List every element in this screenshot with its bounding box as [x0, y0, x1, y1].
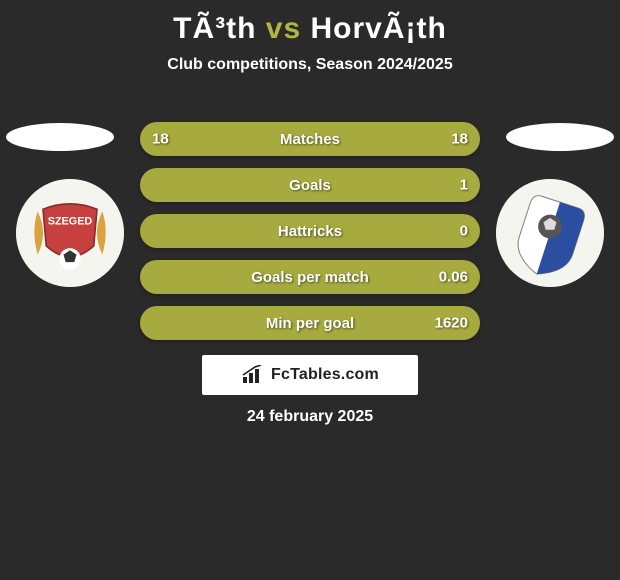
stat-label: Goals: [289, 177, 331, 194]
bar-chart-icon: [241, 365, 265, 385]
stat-left-value: 18: [152, 131, 169, 148]
stat-right-value: 18: [451, 131, 468, 148]
player-photo-right: [506, 123, 614, 151]
brand-text: FcTables.com: [271, 366, 379, 384]
title-left: TÃ³th: [173, 12, 256, 45]
stat-right-value: 0.06: [439, 269, 468, 286]
svg-text:SZEGED: SZEGED: [48, 215, 93, 227]
brand-badge[interactable]: FcTables.com: [202, 355, 418, 395]
date-text: 24 february 2025: [0, 408, 620, 426]
subtitle: Club competitions, Season 2024/2025: [0, 56, 620, 74]
title-right: HorvÃ¡th: [311, 12, 447, 45]
player-photo-left: [6, 123, 114, 151]
stat-label: Matches: [280, 131, 340, 148]
title-vs: vs: [266, 12, 301, 45]
stat-row-min-per-goal: Min per goal 1620: [140, 306, 480, 340]
stat-right-value: 0: [460, 223, 468, 240]
stat-row-goals: Goals 1: [140, 168, 480, 202]
stat-right-value: 1620: [435, 315, 468, 332]
stat-row-matches: 18 Matches 18: [140, 122, 480, 156]
club-crest-left: SZEGED: [16, 179, 124, 287]
stat-right-value: 1: [460, 177, 468, 194]
stats-panel: 18 Matches 18 Goals 1 Hattricks 0 Goals …: [140, 122, 480, 352]
stat-row-hattricks: Hattricks 0: [140, 214, 480, 248]
stat-label: Hattricks: [278, 223, 342, 240]
stat-label: Goals per match: [251, 269, 369, 286]
stat-label: Min per goal: [266, 315, 354, 332]
page-title: TÃ³th vs HorvÃ¡th: [0, 0, 620, 46]
club-crest-right: [496, 179, 604, 287]
stat-row-goals-per-match: Goals per match 0.06: [140, 260, 480, 294]
